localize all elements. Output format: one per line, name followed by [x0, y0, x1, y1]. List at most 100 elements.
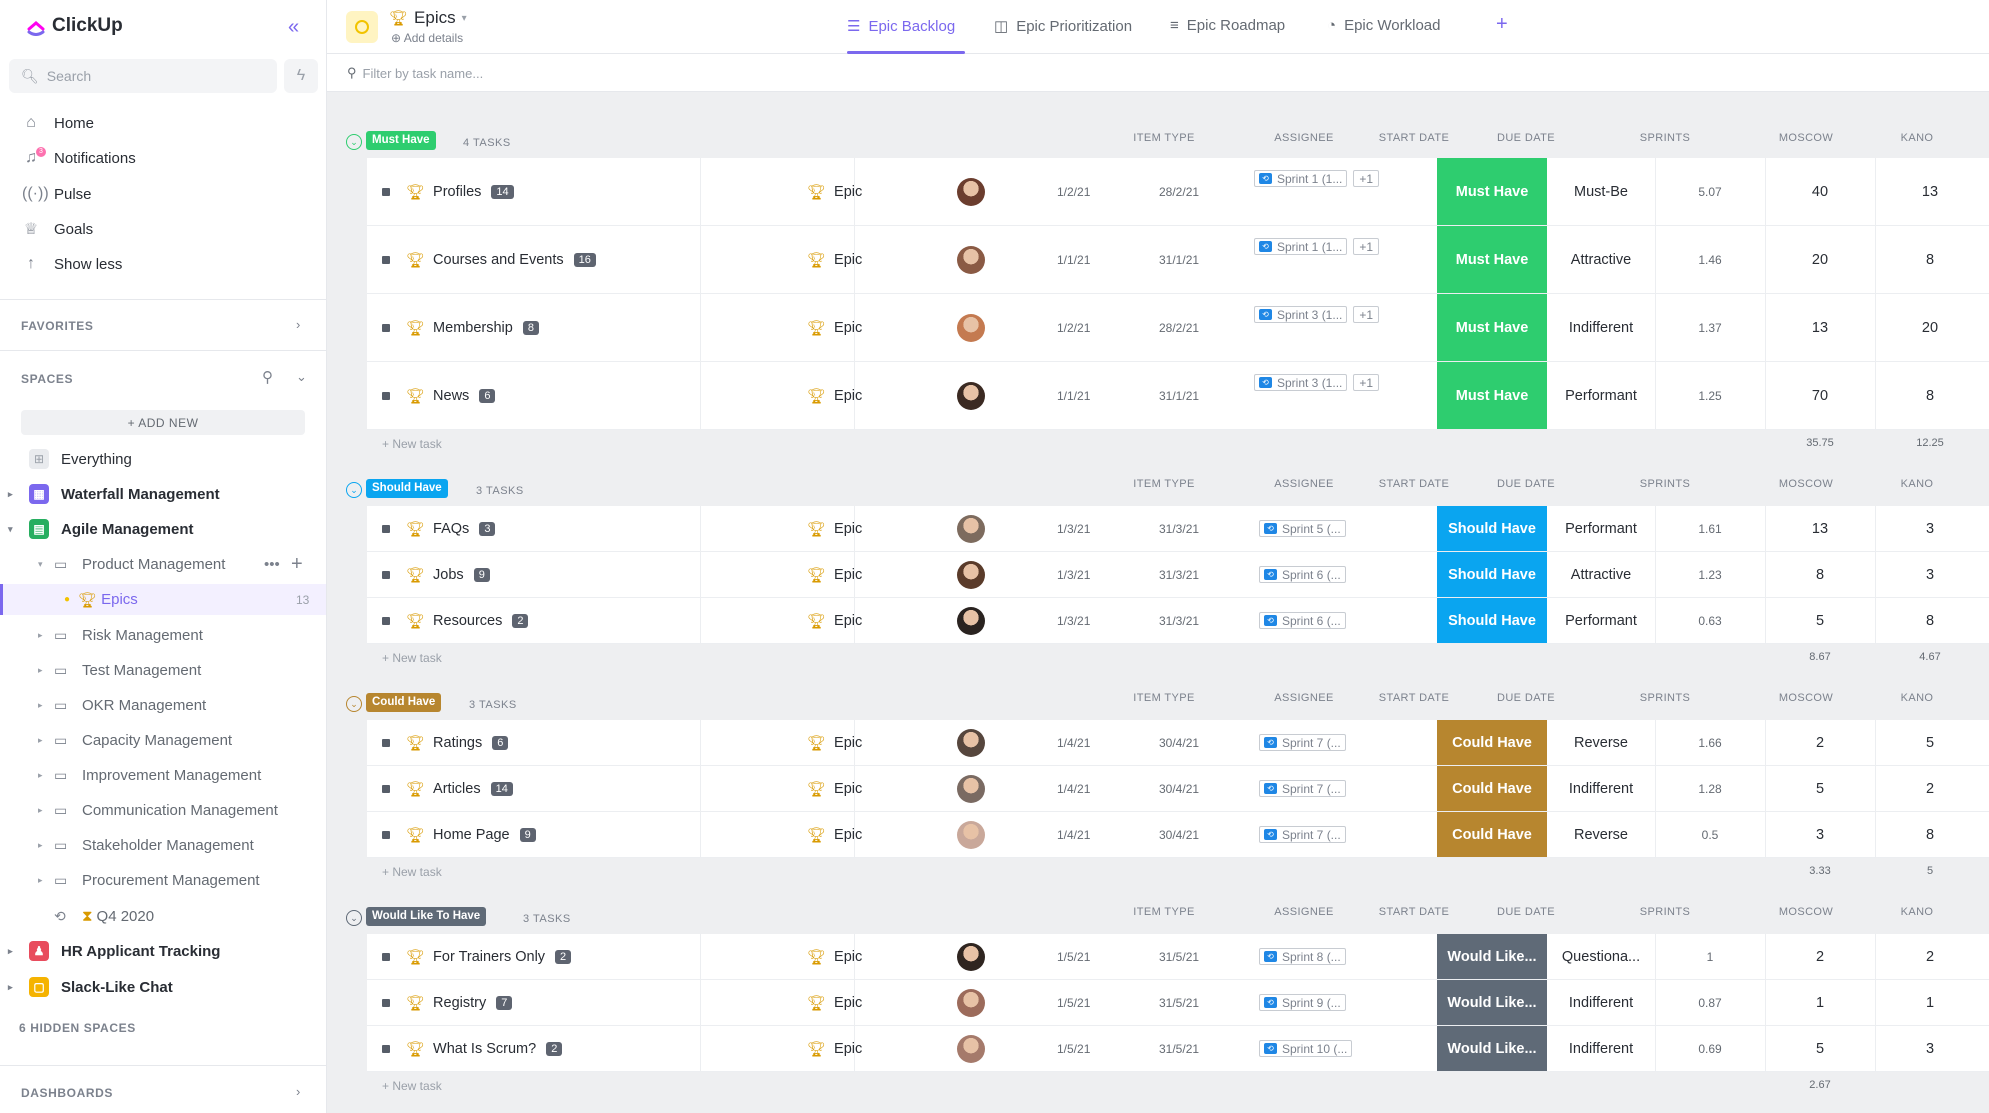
column-header[interactable]: ASSIGNEE [1274, 906, 1334, 918]
assignee-cell[interactable] [957, 226, 985, 293]
sprints-cell[interactable]: ⟲ Sprint 7 (... [1259, 766, 1346, 811]
task-row[interactable]: 🏆︎ FAQs 3 🏆︎ Epic 1/3/21 31/3/21 ⟲ Sprint 5 (...… [367, 506, 1989, 552]
due-date[interactable]: 31/1/21 [1159, 388, 1200, 403]
avatar[interactable] [957, 820, 985, 849]
clickup-logo[interactable]: ClickUp [26, 15, 123, 37]
assignee-cell[interactable] [957, 980, 985, 1025]
caret-right-icon[interactable]: ▸ [8, 488, 13, 499]
moscow-cell[interactable]: Would Like... [1437, 934, 1547, 979]
task-name-cell[interactable]: 🏆︎ News 6 [367, 362, 707, 429]
assignee-cell[interactable] [957, 598, 985, 643]
start-date[interactable]: 1/5/21 [1057, 1041, 1091, 1056]
sprints-cell[interactable]: ⟲ Sprint 5 (... [1259, 506, 1346, 551]
time-criticality-cell[interactable]: 20 [1921, 319, 1939, 336]
subtask-count[interactable]: 3 [479, 521, 496, 536]
item-type-cell[interactable]: 🏆︎ Epic [807, 552, 862, 597]
tab-epic-roadmap[interactable]: ≡ Epic Roadmap [1170, 17, 1285, 34]
time-criticality-cell[interactable]: 5 [1925, 734, 1935, 751]
folder-item[interactable]: ▸ ▭ Stakeholder Management [0, 829, 326, 861]
caret-right-icon[interactable]: ▸ [38, 734, 43, 745]
nav-pulse[interactable]: ((·)) Pulse [22, 182, 92, 206]
item-type-cell[interactable]: 🏆︎ Epic [807, 766, 862, 811]
new-task-button[interactable]: + New task [382, 1079, 442, 1093]
item-type-cell[interactable]: 🏆︎ Epic [807, 226, 862, 293]
column-header[interactable]: START DATE [1378, 132, 1450, 144]
caret-right-icon[interactable]: ▸ [8, 945, 13, 956]
caret-down-icon[interactable]: ▾ [38, 558, 43, 569]
task-row[interactable]: 🏆︎ What Is Scrum? 2 🏆︎ Epic 1/5/21 31/5/21 ⟲ Spr… [367, 1026, 1989, 1072]
column-header[interactable]: KANO [1900, 906, 1934, 918]
user-value-cell[interactable]: 3 [1815, 826, 1825, 843]
sprints-cell[interactable]: ⟲ Sprint 8 (... [1259, 934, 1346, 979]
due-date[interactable]: 31/5/21 [1159, 1041, 1200, 1056]
sprints-cell[interactable]: ⟲ Sprint 7 (... [1259, 812, 1346, 857]
item-type-cell[interactable]: 🏆︎ Epic [807, 720, 862, 765]
column-header[interactable]: SPRINTS [1639, 692, 1691, 704]
due-date[interactable]: 31/3/21 [1159, 613, 1200, 628]
more-sprints-badge[interactable]: +1 [1353, 170, 1380, 187]
sprints-cell[interactable]: ⟲ Sprint 7 (... [1259, 720, 1346, 765]
collapse-group-icon[interactable]: ⌄ [346, 696, 362, 712]
caret-right-icon[interactable]: ▸ [38, 699, 43, 710]
nav-goals[interactable]: ♕ Goals [22, 217, 93, 241]
column-header[interactable]: ASSIGNEE [1274, 132, 1334, 144]
caret-right-icon[interactable]: ▸ [38, 874, 43, 885]
sprints-cell[interactable]: ⟲ Sprint 10 (... [1259, 1026, 1353, 1071]
kano-cell[interactable]: Indifferent [1568, 780, 1634, 797]
column-header[interactable]: DUE DATE [1496, 478, 1555, 490]
search-spaces-icon[interactable]: ⚲ [262, 369, 273, 386]
moscow-cell[interactable]: Should Have [1437, 552, 1547, 597]
due-date[interactable]: 31/3/21 [1159, 567, 1200, 582]
moscow-cell[interactable]: Could Have [1437, 766, 1547, 811]
assignee-cell[interactable] [957, 766, 985, 811]
item-type-cell[interactable]: 🏆︎ Epic [807, 980, 862, 1025]
new-task-button[interactable]: + New task [382, 865, 442, 879]
column-header[interactable]: WSJF [1966, 478, 1989, 490]
task-name-cell[interactable]: 🏆︎ Jobs 9 [367, 552, 707, 597]
folder-item[interactable]: ▸ ▭ Capacity Management [0, 724, 326, 756]
column-header[interactable]: KANO [1900, 132, 1934, 144]
sprint-tag[interactable]: ⟲ Sprint 10 (... [1259, 1040, 1353, 1057]
task-status-icon[interactable] [382, 570, 390, 579]
user-value-cell[interactable]: 8 [1815, 566, 1825, 583]
start-date[interactable]: 1/1/21 [1057, 388, 1091, 403]
item-type-cell[interactable]: 🏆︎ Epic [807, 158, 862, 225]
avatar[interactable] [957, 313, 985, 342]
kano-cell[interactable]: Reverse [1574, 826, 1628, 843]
task-name-cell[interactable]: 🏆︎ Articles 14 [367, 766, 707, 811]
task-status-icon[interactable] [382, 616, 390, 625]
avatar[interactable] [957, 728, 985, 757]
start-date[interactable]: 1/3/21 [1057, 613, 1091, 628]
column-header[interactable]: ITEM TYPE [1133, 132, 1195, 144]
more-sprints-badge[interactable]: +1 [1353, 238, 1380, 255]
time-criticality-cell[interactable]: 1 [1925, 994, 1935, 1011]
bolt-icon[interactable]: ϟ [284, 59, 318, 93]
nav-show-less[interactable]: ↑ Show less [22, 252, 122, 276]
task-name-cell[interactable]: 🏆︎ Membership 8 [367, 294, 707, 361]
task-row[interactable]: 🏆︎ Resources 2 🏆︎ Epic 1/3/21 31/3/21 ⟲ Sprint 6… [367, 598, 1989, 644]
subtask-count[interactable]: 14 [491, 184, 514, 199]
add-icon[interactable]: + [291, 552, 303, 575]
kano-cell[interactable]: Attractive [1570, 566, 1632, 583]
moscow-cell[interactable]: Must Have [1437, 158, 1547, 225]
user-value-cell[interactable]: 70 [1811, 387, 1829, 404]
group-status-pill[interactable]: Could Have [366, 693, 442, 712]
start-date[interactable]: 1/3/21 [1057, 567, 1091, 582]
collapse-group-icon[interactable]: ⌄ [346, 134, 362, 150]
task-row[interactable]: 🏆︎ Articles 14 🏆︎ Epic 1/4/21 30/4/21 ⟲ Sprint 7… [367, 766, 1989, 812]
tab-epic-workload[interactable]: ◔ Epic Workload [1327, 17, 1441, 34]
task-name[interactable]: For Trainers Only [433, 948, 546, 965]
space-waterfall[interactable]: ▸ ▦ Waterfall Management [0, 478, 326, 510]
user-value-cell[interactable]: 5 [1815, 780, 1825, 797]
start-date[interactable]: 1/3/21 [1057, 521, 1091, 536]
avatar[interactable] [957, 1034, 985, 1063]
subtask-count[interactable]: 2 [546, 1041, 563, 1056]
start-date[interactable]: 1/4/21 [1057, 827, 1091, 842]
column-header[interactable]: DUE DATE [1496, 132, 1555, 144]
column-header[interactable]: START DATE [1378, 478, 1450, 490]
task-row[interactable]: 🏆︎ For Trainers Only 2 🏆︎ Epic 1/5/21 31/5/21 ⟲… [367, 934, 1989, 980]
item-type-cell[interactable]: 🏆︎ Epic [807, 294, 862, 361]
start-date[interactable]: 1/4/21 [1057, 735, 1091, 750]
chevron-right-icon[interactable]: › [296, 317, 301, 332]
caret-right-icon[interactable]: ▸ [38, 769, 43, 780]
